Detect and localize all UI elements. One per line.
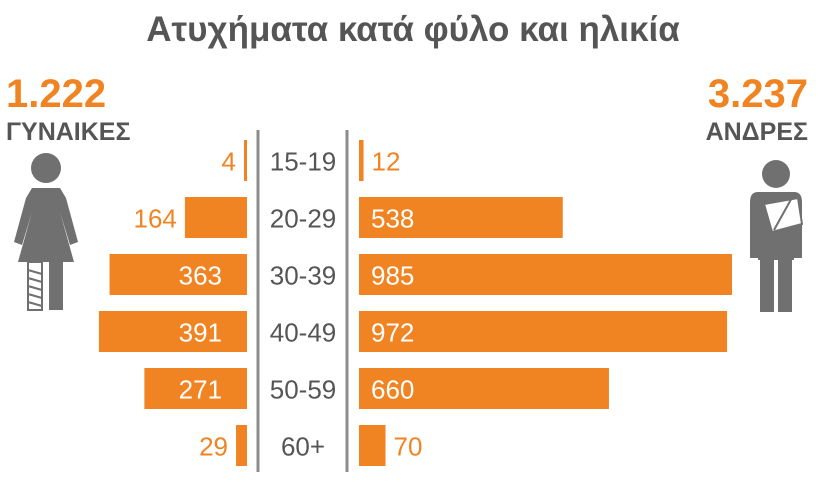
bar-men-30-39 (359, 254, 732, 295)
bar-women-15-19 (244, 140, 247, 181)
value-label-men-40-49: 972 (371, 318, 414, 348)
bar-men-15-19 (359, 140, 364, 181)
women-total: 1.222 (6, 72, 107, 116)
male-figure-arm-sling-icon (750, 160, 804, 312)
age-group-label-15-19: 15-19 (270, 147, 337, 177)
age-group-label-60+: 60+ (281, 432, 325, 462)
bar-men-20-29 (359, 197, 563, 238)
bar-women-40-49 (98, 311, 248, 352)
men-label: ΑΝΔΡΕΣ (705, 118, 808, 146)
value-label-men-60+: 70 (394, 432, 423, 462)
value-label-men-30-39: 985 (371, 261, 414, 291)
bar-men-50-59 (359, 368, 609, 409)
value-label-women-20-29: 164 (134, 204, 177, 234)
value-label-women-30-39: 363 (179, 261, 222, 291)
age-group-label-30-39: 30-39 (270, 261, 337, 291)
bar-women-50-59 (144, 368, 247, 409)
chart-title: Ατυχήματα κατά φύλο και ηλικία (146, 10, 680, 49)
value-label-men-20-29: 538 (371, 204, 414, 234)
men-total: 3.237 (707, 72, 808, 116)
age-group-label-40-49: 40-49 (270, 318, 337, 348)
women-label: ΓΥΝΑΙΚΕΣ (6, 118, 131, 146)
age-group-label-20-29: 20-29 (270, 204, 337, 234)
value-label-women-40-49: 391 (179, 318, 222, 348)
female-figure-bandaged-leg-icon (14, 153, 78, 311)
value-label-women-60+: 29 (199, 432, 228, 462)
bar-women-20-29 (184, 197, 247, 238)
bar-women-30-39 (109, 254, 247, 295)
value-label-women-50-59: 271 (179, 375, 222, 405)
bar-women-60+ (236, 425, 247, 466)
bar-men-60+ (359, 425, 386, 466)
value-label-men-50-59: 660 (371, 375, 414, 405)
age-group-label-50-59: 50-59 (270, 375, 337, 405)
value-label-women-15-19: 4 (222, 147, 236, 177)
value-label-men-15-19: 12 (372, 147, 401, 177)
bar-men-40-49 (359, 311, 728, 352)
